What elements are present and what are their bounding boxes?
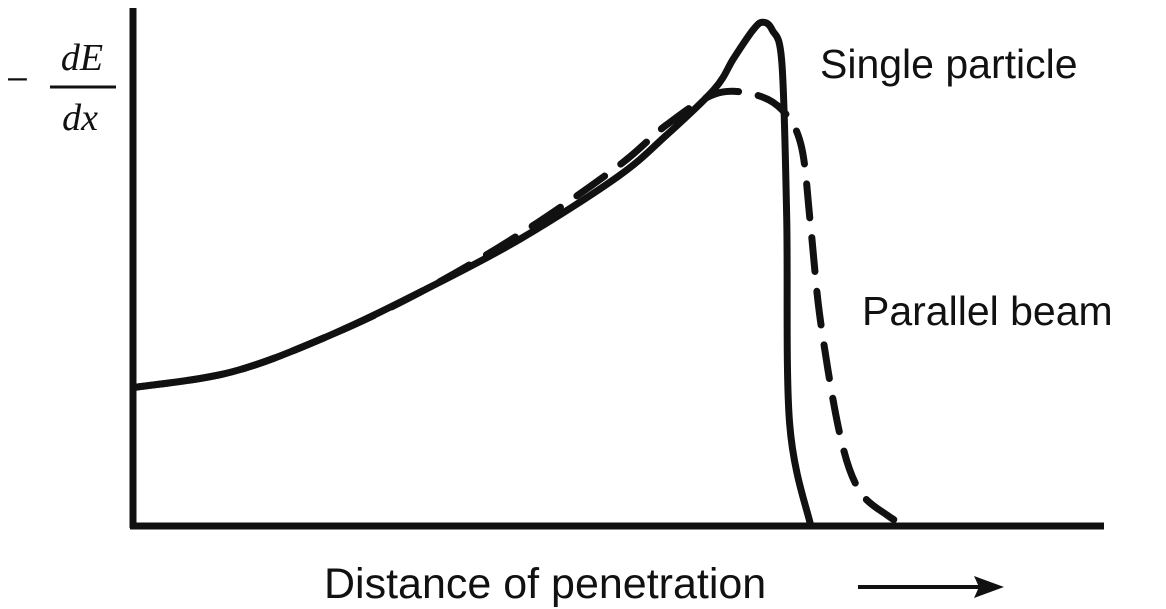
y-axis-label-numerator: dE: [61, 37, 103, 79]
y-axis-label: – dE dx: [8, 37, 116, 139]
series-line-parallel-beam: [132, 87, 911, 530]
y-axis-label-denominator: dx: [62, 97, 98, 139]
x-axis-label: Distance of penetration: [324, 560, 766, 608]
series-label-single-particle: Single particle: [820, 41, 1078, 87]
series-label-parallel-beam: Parallel beam: [862, 288, 1113, 334]
y-axis-label-prefix: –: [8, 58, 27, 96]
x-axis-arrow-icon: [858, 576, 1004, 598]
